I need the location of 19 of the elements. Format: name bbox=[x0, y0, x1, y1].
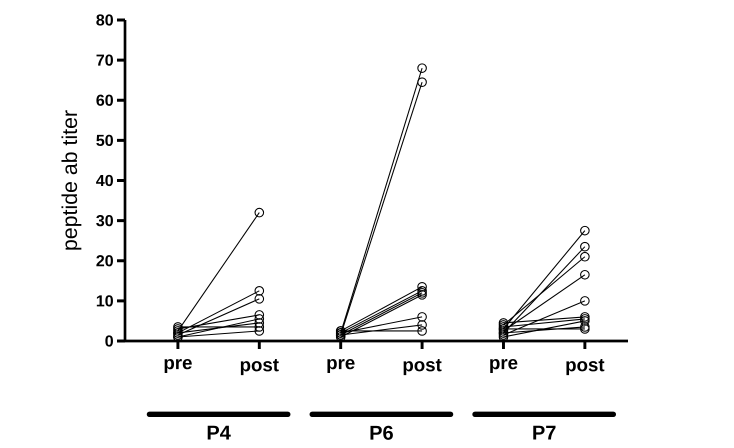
x-tick-label: pre bbox=[490, 359, 518, 373]
x-tick-label: post bbox=[566, 359, 604, 376]
y-tick-label: 40 bbox=[96, 174, 113, 186]
y-axis-title: peptide ab titer bbox=[61, 110, 82, 250]
y-tick-label: 50 bbox=[96, 134, 113, 146]
y-tick-label: 20 bbox=[96, 255, 113, 266]
text: P4 bbox=[208, 426, 231, 440]
y-tick-label: 10 bbox=[96, 295, 113, 307]
y-tick-label: 70 bbox=[96, 54, 113, 66]
x-tick-label: pre bbox=[327, 359, 355, 373]
text: P7 bbox=[533, 426, 556, 440]
y-tick-label: 80 bbox=[96, 14, 113, 26]
x-tick-label: post bbox=[404, 359, 442, 376]
x-tick-label: post bbox=[240, 359, 279, 376]
x-tick-label: pre bbox=[164, 359, 192, 373]
y-tick-label: 0 bbox=[105, 335, 113, 347]
text: P6 bbox=[370, 426, 393, 440]
y-tick-label: 60 bbox=[96, 94, 113, 106]
y-tick-label: 30 bbox=[96, 214, 113, 226]
